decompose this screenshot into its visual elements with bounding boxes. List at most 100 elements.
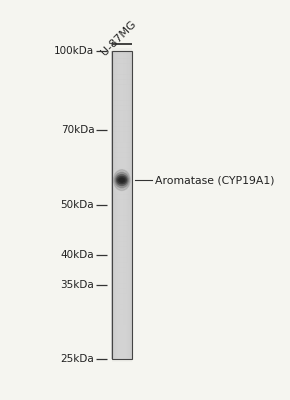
Bar <box>112 356 132 362</box>
Bar <box>112 241 132 247</box>
Bar <box>112 152 132 158</box>
Bar <box>115 51 116 360</box>
Bar <box>112 116 132 122</box>
Bar <box>112 210 132 216</box>
Bar <box>112 335 132 341</box>
Bar <box>112 64 132 69</box>
Bar <box>119 51 120 360</box>
Ellipse shape <box>120 179 124 181</box>
Bar <box>114 51 115 360</box>
Bar <box>112 252 132 258</box>
Bar <box>127 51 128 360</box>
Bar <box>112 199 132 205</box>
Bar <box>112 226 132 231</box>
Bar <box>112 74 132 80</box>
Bar <box>118 51 119 360</box>
Ellipse shape <box>116 174 128 186</box>
Bar <box>112 262 132 268</box>
Bar <box>116 51 117 360</box>
Bar <box>112 51 132 360</box>
Bar <box>112 309 132 315</box>
Bar <box>112 51 113 360</box>
Bar <box>111 51 112 360</box>
Ellipse shape <box>119 178 125 182</box>
Bar <box>128 51 129 360</box>
Bar <box>112 288 132 294</box>
Bar <box>112 283 132 289</box>
Bar <box>112 325 132 331</box>
Bar <box>124 51 125 360</box>
Bar <box>122 51 123 360</box>
Bar <box>112 340 132 346</box>
Bar <box>112 346 132 352</box>
Bar <box>112 278 132 284</box>
Bar <box>112 194 132 200</box>
Bar <box>112 142 132 148</box>
Ellipse shape <box>117 176 126 184</box>
Bar <box>117 51 118 360</box>
Bar <box>112 314 132 320</box>
Bar <box>112 58 132 64</box>
Bar <box>112 178 132 184</box>
Bar <box>112 131 132 137</box>
Bar <box>126 51 127 360</box>
Ellipse shape <box>113 170 130 190</box>
Bar <box>131 51 132 360</box>
Bar <box>112 126 132 132</box>
Bar <box>116 51 117 360</box>
Bar <box>119 51 120 360</box>
Bar <box>112 69 132 74</box>
Bar <box>118 51 119 360</box>
Bar <box>112 267 132 273</box>
Bar <box>112 257 132 263</box>
Bar <box>113 51 114 360</box>
Bar <box>127 51 128 360</box>
Bar <box>125 51 126 360</box>
Text: Aromatase (CYP19A1): Aromatase (CYP19A1) <box>155 175 274 185</box>
Bar <box>121 51 122 360</box>
Bar <box>121 51 122 360</box>
Text: 25kDa: 25kDa <box>61 354 94 364</box>
Bar <box>112 95 132 101</box>
Bar <box>129 51 130 360</box>
Bar <box>114 51 115 360</box>
Bar <box>123 51 124 360</box>
Bar <box>112 136 132 142</box>
Bar <box>130 51 131 360</box>
Bar <box>112 79 132 85</box>
Bar <box>112 236 132 242</box>
Bar <box>112 163 132 169</box>
Bar <box>112 330 132 336</box>
Bar <box>129 51 130 360</box>
Bar <box>112 246 132 252</box>
Bar <box>131 51 132 360</box>
Bar <box>112 298 132 304</box>
Bar <box>120 51 121 360</box>
Bar <box>112 147 132 153</box>
Text: 35kDa: 35kDa <box>61 280 94 290</box>
Bar <box>112 320 132 326</box>
Text: 70kDa: 70kDa <box>61 126 94 136</box>
Bar <box>112 189 132 195</box>
Bar <box>132 51 133 360</box>
Bar <box>112 351 132 357</box>
Bar <box>112 84 132 90</box>
Bar <box>117 51 118 360</box>
Bar <box>112 105 132 111</box>
Bar <box>112 204 132 210</box>
Text: U-87MG: U-87MG <box>99 19 137 58</box>
Bar <box>128 51 129 360</box>
Bar <box>125 51 126 360</box>
Bar <box>112 184 132 190</box>
Bar <box>112 51 113 360</box>
Bar <box>112 53 132 59</box>
Bar <box>122 51 123 360</box>
Bar <box>112 304 132 310</box>
Bar <box>112 90 132 96</box>
Text: 40kDa: 40kDa <box>61 250 94 260</box>
Bar <box>112 100 132 106</box>
Bar <box>120 51 121 360</box>
Bar <box>112 272 132 278</box>
Bar <box>112 293 132 299</box>
Bar <box>112 168 132 174</box>
